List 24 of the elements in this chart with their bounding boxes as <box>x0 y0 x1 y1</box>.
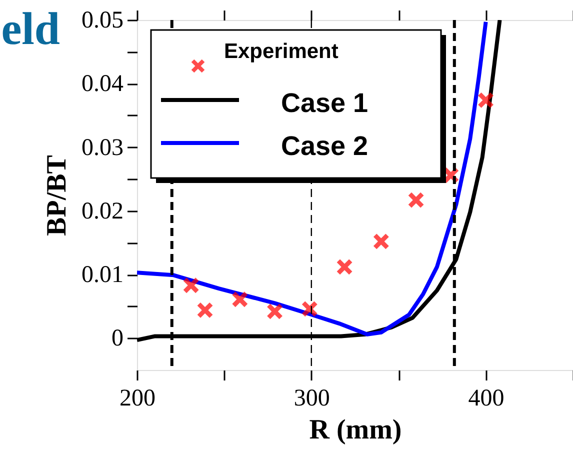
point <box>232 290 248 308</box>
y-tick-label: 0.01 <box>82 262 124 288</box>
point <box>182 276 200 294</box>
x-tick-label: 300 <box>294 386 330 412</box>
y-tick-label: 0.03 <box>82 134 124 161</box>
point <box>477 92 494 109</box>
legend-label: Case 1 <box>281 88 368 118</box>
point <box>266 303 284 320</box>
y-axis-title: BP/BT <box>42 154 72 236</box>
y-tick-label: 0 <box>112 326 124 352</box>
x-axis-title: R (mm) <box>309 414 402 446</box>
point <box>408 192 424 208</box>
x-tick-label: 200 <box>120 386 156 412</box>
x-tick-label: 400 <box>468 386 504 412</box>
legend-label: Case 2 <box>281 131 368 161</box>
point <box>196 302 214 319</box>
chart-title: eld <box>1 3 60 54</box>
y-tick-label: 0.05 <box>82 8 124 34</box>
point <box>372 233 390 250</box>
point <box>301 300 318 318</box>
y-tick-label: 0.02 <box>82 198 124 224</box>
y-tick-label: 0.04 <box>82 71 124 98</box>
legend-label: Experiment <box>224 40 338 63</box>
point <box>336 258 353 276</box>
